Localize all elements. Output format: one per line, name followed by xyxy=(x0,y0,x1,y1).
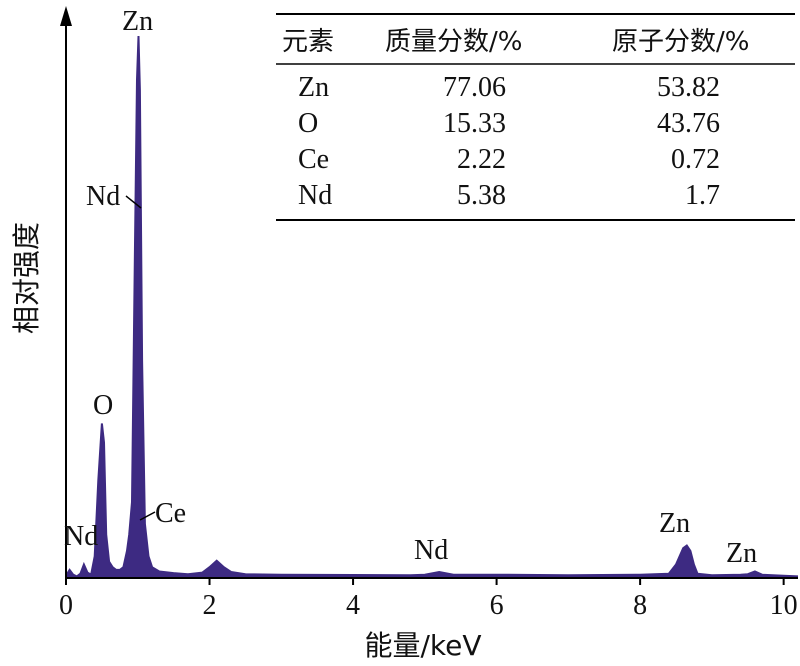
peak-label-nd-upper: Nd xyxy=(86,181,120,212)
x-ticks: 0 2 4 6 8 10 xyxy=(59,578,798,621)
leader-line-nd-upper xyxy=(125,195,142,209)
table-cell-atomic: 1.7 xyxy=(685,180,720,211)
peak-label-o: O xyxy=(93,390,113,421)
x-tick-label: 0 xyxy=(59,590,73,621)
plot-area xyxy=(65,35,799,578)
x-tick-label: 10 xyxy=(770,590,798,621)
table-cell-element: O xyxy=(298,108,318,139)
table-cell-atomic: 53.82 xyxy=(657,72,720,103)
peak-label-zn-l: Zn xyxy=(659,508,690,539)
x-axis-title: 能量/keV xyxy=(364,629,481,662)
table-cell-mass: 77.06 xyxy=(443,72,506,103)
composition-table: 元素 质量分数/% 原子分数/% Zn 77.06 53.82 O 15.33 … xyxy=(276,13,795,221)
y-axis-title: 相对强度 xyxy=(10,222,43,334)
peak-label-zn-k: Zn xyxy=(726,538,757,569)
peak-label-ce: Ce xyxy=(155,498,186,529)
table-cell-element: Nd xyxy=(298,180,332,211)
x-tick-label: 6 xyxy=(490,590,504,621)
x-tick-label: 4 xyxy=(346,590,360,621)
table-cell-element: Ce xyxy=(298,144,329,175)
peak-label-nd-mid: Nd xyxy=(414,535,448,566)
spectrum-series-line xyxy=(65,35,799,578)
peak-label-nd-low: Nd xyxy=(64,521,98,552)
table-header-element: 元素 xyxy=(282,27,334,57)
y-axis-arrow-icon xyxy=(60,6,72,26)
table-cell-mass: 5.38 xyxy=(457,180,506,211)
table-cell-atomic: 43.76 xyxy=(657,108,720,139)
x-tick-label: 2 xyxy=(203,590,217,621)
table-header-mass-fraction: 质量分数/% xyxy=(385,27,522,57)
peak-label-zn-main: Zn xyxy=(122,6,153,37)
leader-line-ce xyxy=(139,511,156,521)
table-cell-atomic: 0.72 xyxy=(671,144,720,175)
table-cell-mass: 15.33 xyxy=(443,108,506,139)
table-header-atomic-fraction: 原子分数/% xyxy=(612,27,749,57)
table-cell-element: Zn xyxy=(298,72,329,103)
x-tick-label: 8 xyxy=(633,590,647,621)
table-cell-mass: 2.22 xyxy=(457,144,506,175)
peak-annotations: Zn Nd O Ce Nd Nd Zn Zn xyxy=(64,6,757,569)
axes: 0 2 4 6 8 10 能量/keV 相对强度 xyxy=(10,6,798,662)
